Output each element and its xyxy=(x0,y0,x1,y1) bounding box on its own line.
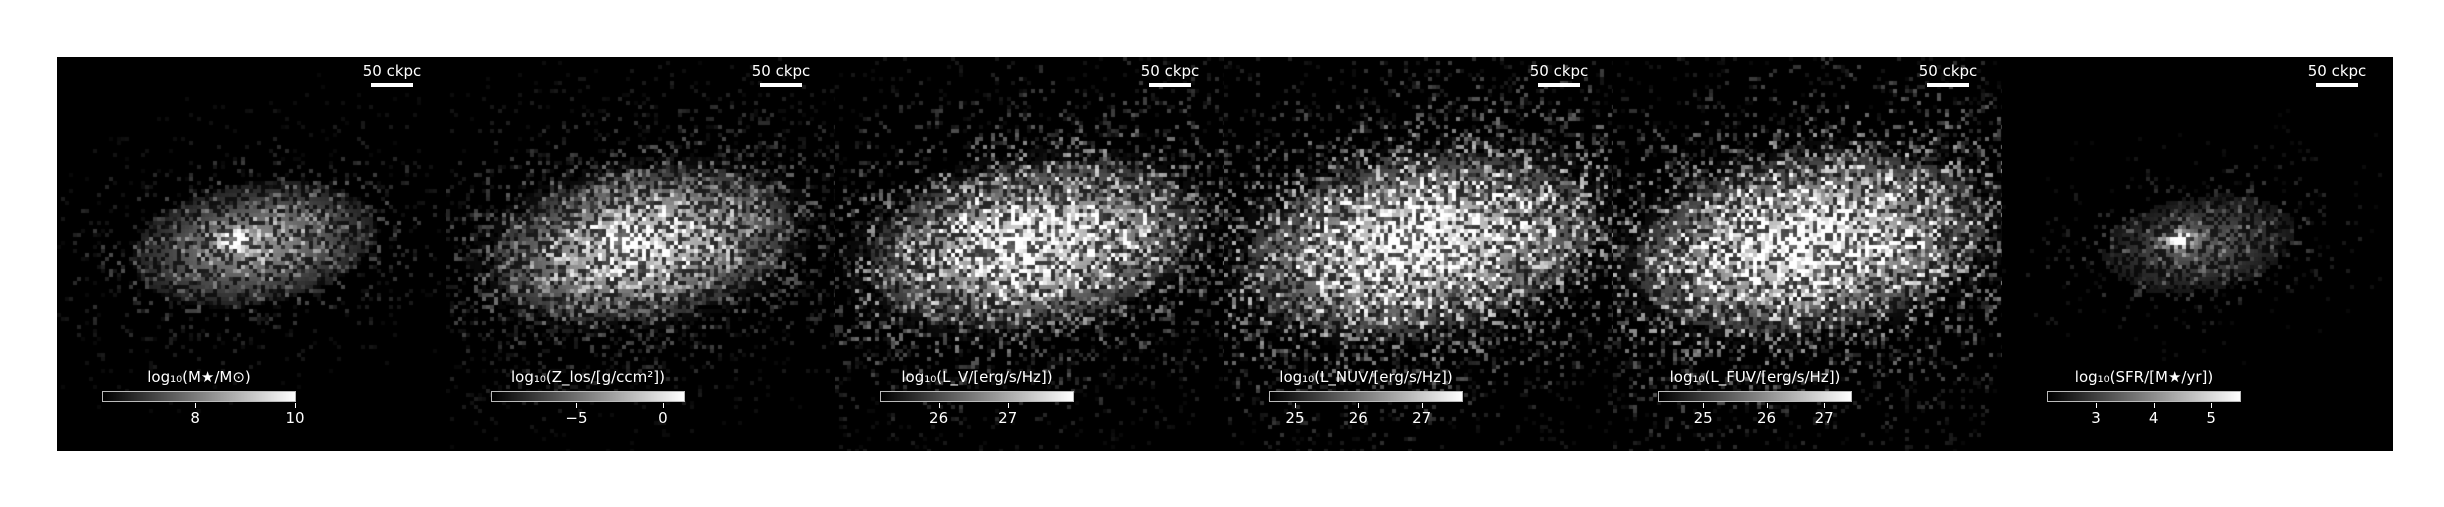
scale-bar-label: 50 ckpc xyxy=(1140,62,1200,80)
colorbar: log₁₀(SFR/[M★/yr]) 3 4 5 xyxy=(2047,368,2241,427)
colorbar-tick xyxy=(2211,403,2213,408)
scale-bar-label: 50 ckpc xyxy=(362,62,422,80)
colorbar-gradient: 8 10 xyxy=(102,391,305,427)
scale-bar-line xyxy=(371,83,413,87)
colorbar-title: log₁₀(SFR/[M★/yr]) xyxy=(2074,368,2214,386)
scale-bar: 50 ckpc xyxy=(362,62,422,87)
colorbar-tick xyxy=(576,403,578,408)
colorbar-tick xyxy=(1007,403,1009,408)
scale-bar: 50 ckpc xyxy=(2307,62,2367,87)
map-panel-sfr: 50 ckpc log₁₀(SFR/[M★/yr]) 3 4 5 xyxy=(2002,57,2391,451)
colorbar-tick-label: 5 xyxy=(2206,409,2216,427)
colorbar-tick xyxy=(195,403,197,408)
pixel-map-sfr xyxy=(2002,57,2391,451)
colorbar-tick xyxy=(1294,403,1296,408)
colorbar-tick-label: 3 xyxy=(2091,409,2101,427)
colorbar-tick-label: 25 xyxy=(1285,409,1305,427)
colorbar: log₁₀(L_FUV/[erg/s/Hz]) 25 26 27 xyxy=(1658,368,1852,427)
colorbar-tick xyxy=(2153,403,2155,408)
colorbar-title: log₁₀(M★/M⊙) xyxy=(147,368,251,386)
pixel-map-metallicity xyxy=(446,57,835,451)
colorbar-title: log₁₀(Z_los/[g/ccm²]) xyxy=(511,368,665,386)
image-strip: 50 ckpc log₁₀(M★/M⊙) 8 10 50 ckpc log₁₀(Z_los… xyxy=(57,57,2393,451)
colorbar-gradient: 3 4 5 xyxy=(2047,391,2241,427)
colorbar-tick-label: 26 xyxy=(1756,409,1777,427)
colorbar-gradient: 25 26 27 xyxy=(1269,391,1463,427)
scale-bar-label: 50 ckpc xyxy=(2307,62,2367,80)
pixel-map-fuv-luminosity xyxy=(1613,57,2002,451)
scale-bar-line xyxy=(1927,83,1969,87)
pixel-map-v-luminosity xyxy=(835,57,1224,451)
colorbar-tick-label: 4 xyxy=(2148,409,2159,427)
scale-bar-line xyxy=(1538,83,1580,87)
colorbar-tick-label: 8 xyxy=(190,409,200,427)
colorbar-tick-label: 10 xyxy=(285,409,305,427)
map-panel-stellar-mass: 50 ckpc log₁₀(M★/M⊙) 8 10 xyxy=(57,57,446,451)
scale-bar-line xyxy=(2316,83,2358,87)
colorbar-tick xyxy=(295,403,296,408)
pixel-map-stellar-mass xyxy=(57,57,446,451)
map-panel-v-luminosity: 50 ckpc log₁₀(L_V/[erg/s/Hz]) 26 27 xyxy=(835,57,1224,451)
colorbar-tick xyxy=(1766,403,1768,408)
map-panel-metallicity: 50 ckpc log₁₀(Z_los/[g/ccm²]) −5 0 xyxy=(446,57,835,451)
scale-bar: 50 ckpc xyxy=(751,62,811,87)
colorbar: log₁₀(M★/M⊙) 8 10 xyxy=(102,368,305,427)
map-panel-nuv-luminosity: 50 ckpc log₁₀(L_NUV/[erg/s/Hz]) 25 26 27 xyxy=(1224,57,1613,451)
map-panel-fuv-luminosity: 50 ckpc log₁₀(L_FUV/[erg/s/Hz]) 25 26 27 xyxy=(1613,57,2002,451)
scale-bar: 50 ckpc xyxy=(1529,62,1589,87)
scale-bar: 50 ckpc xyxy=(1140,62,1200,87)
pixel-map-nuv-luminosity xyxy=(1224,57,1613,451)
colorbar-tick-label: 0 xyxy=(658,409,668,427)
colorbar-tick-label: 27 xyxy=(1814,409,1834,427)
colorbar-tick xyxy=(1358,403,1360,408)
colorbar-tick-label: 25 xyxy=(1693,409,1713,427)
colorbar-gradient: 25 26 27 xyxy=(1658,391,1852,427)
scale-bar-label: 50 ckpc xyxy=(1918,62,1978,80)
scale-bar-label: 50 ckpc xyxy=(1529,62,1589,80)
colorbar-tick xyxy=(1824,403,1826,408)
colorbar-tick xyxy=(662,403,664,408)
colorbar-title: log₁₀(L_FUV/[erg/s/Hz]) xyxy=(1669,368,1841,386)
colorbar-gradient: 26 27 xyxy=(880,391,1074,427)
scale-bar-line xyxy=(1149,83,1191,87)
colorbar: log₁₀(L_V/[erg/s/Hz]) 26 27 xyxy=(880,368,1074,427)
colorbar-tick-label: 27 xyxy=(1412,409,1432,427)
colorbar-gradient: −5 0 xyxy=(491,391,685,427)
colorbar-tick xyxy=(938,403,940,408)
scale-bar-line xyxy=(760,83,802,87)
colorbar: log₁₀(L_NUV/[erg/s/Hz]) 25 26 27 xyxy=(1269,368,1463,427)
colorbar-title: log₁₀(L_NUV/[erg/s/Hz]) xyxy=(1279,368,1453,386)
colorbar-tick-label: 26 xyxy=(929,409,949,427)
colorbar-tick xyxy=(2096,403,2097,408)
colorbar-title: log₁₀(L_V/[erg/s/Hz]) xyxy=(901,368,1053,386)
colorbar-tick-label: −5 xyxy=(565,409,588,427)
colorbar-tick xyxy=(1703,403,1705,408)
colorbar: log₁₀(Z_los/[g/ccm²]) −5 0 xyxy=(491,368,685,427)
scale-bar: 50 ckpc xyxy=(1918,62,1978,87)
scale-bar-label: 50 ckpc xyxy=(751,62,811,80)
colorbar-tick-label: 26 xyxy=(1348,409,1368,427)
colorbar-tick-label: 27 xyxy=(998,409,1018,427)
colorbar-tick xyxy=(1421,403,1423,408)
